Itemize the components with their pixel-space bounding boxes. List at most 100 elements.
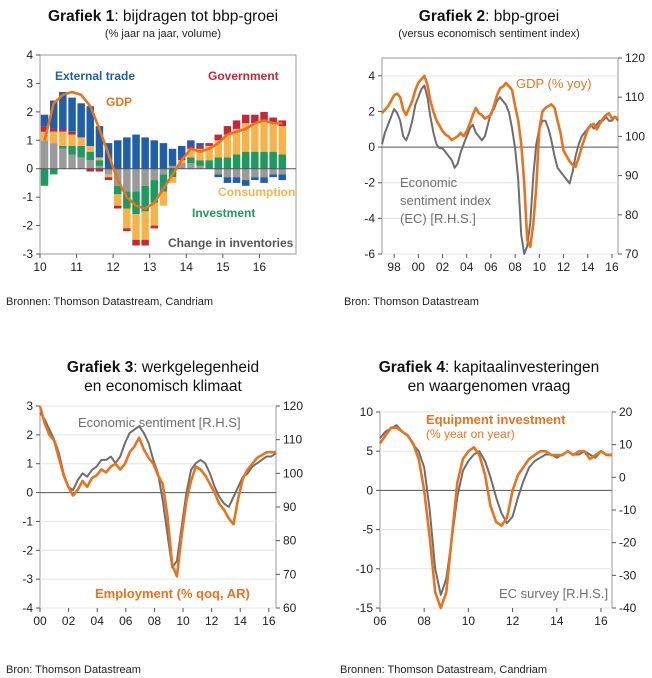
bar-inventories <box>40 140 49 169</box>
chart-4-x-tick-label: 06 <box>373 614 387 628</box>
annotation-change-in-inventories: Change in inventories <box>168 236 294 250</box>
bar-inventories <box>232 168 241 178</box>
bar-external-trade <box>114 140 122 169</box>
chart-3-x-tick-label: 16 <box>262 614 276 628</box>
bar-external-trade <box>132 134 140 169</box>
chart-4-y2-tick-label: 20 <box>619 405 633 419</box>
bar-government <box>95 168 104 172</box>
bar-consumption <box>77 137 85 146</box>
bar-government <box>50 128 58 132</box>
chart-1-x-tick-label: 16 <box>253 260 267 274</box>
bar-external-trade <box>50 100 58 129</box>
chart-2-y2-tick-label: 80 <box>625 208 639 222</box>
chart-2-x-tick-label: 04 <box>460 260 474 274</box>
chart-3-y-tick-label: 3 <box>26 399 33 413</box>
bar-external-trade <box>214 174 222 178</box>
bar-inventories <box>269 168 277 175</box>
bar-consumption <box>168 177 177 183</box>
bar-investment <box>141 185 149 212</box>
annotation-sentiment-index: Economic sentiment index (EC) [R.H.S.] <box>400 175 492 226</box>
chart-4-y-tick-label: 10 <box>360 405 374 419</box>
chart-2-x-tick-label: 16 <box>605 260 619 274</box>
bar-inventories <box>159 168 168 175</box>
chart-4-x-tick-label: 12 <box>506 614 520 628</box>
bar-inventories <box>68 154 76 169</box>
bar-external-trade <box>223 177 232 183</box>
bar-investment <box>260 151 268 169</box>
chart-1-y-tick-label: -3 <box>22 247 33 261</box>
bar-consumption <box>59 131 67 146</box>
bar-investment <box>59 146 67 149</box>
bar-government <box>269 117 277 124</box>
bar-inventories <box>242 168 250 181</box>
bar-inventories <box>178 163 186 169</box>
chart-2-y-tick-label: -6 <box>364 247 375 261</box>
bar-government <box>205 143 213 146</box>
chart-3-y2-tick-label: 90 <box>283 500 297 514</box>
bar-government <box>40 126 49 132</box>
bar-external-trade <box>232 177 241 183</box>
bar-consumption <box>123 208 131 229</box>
line-employment <box>38 405 276 578</box>
chart-1-x-tick-label: 15 <box>216 260 230 274</box>
chart-3-y2-tick-label: 100 <box>283 466 303 480</box>
chart-3-title: Grafiek 3: werkgelegenheid <box>0 359 326 376</box>
bar-consumption <box>260 120 268 152</box>
chart-3-title-rest: : werkgelegenheid <box>133 359 260 376</box>
bar-external-trade <box>86 106 94 146</box>
bar-government <box>242 114 250 124</box>
chart-2-y2-tick-label: 120 <box>625 51 645 65</box>
bar-investment <box>214 157 222 169</box>
bar-investment <box>251 151 259 169</box>
bar-consumption <box>95 157 104 161</box>
bar-inventories <box>214 168 222 175</box>
bar-external-trade <box>269 174 277 178</box>
chart-3-x-tick-label: 02 <box>62 614 76 628</box>
chart-1-x-tick-label: 10 <box>33 260 47 274</box>
annotation-gdp: GDP <box>106 95 132 109</box>
chart-2-y2-tick-label: 110 <box>625 90 644 104</box>
bar-consumption <box>251 123 259 152</box>
chart-4-y-tick-label: -5 <box>362 523 373 537</box>
bar-inventories <box>141 168 149 186</box>
annotation-external-trade: External trade <box>55 69 135 83</box>
bar-consumption <box>150 202 158 226</box>
chart-2-y-tick-label: 4 <box>368 69 375 83</box>
chart-2-x-tick-label: 08 <box>508 260 522 274</box>
bar-investment <box>132 191 140 215</box>
chart-2-y-tick-label: -2 <box>364 176 375 190</box>
bar-government <box>68 131 76 135</box>
chart-1-title-rest: : bijdragen tot bbp-groei <box>114 8 279 25</box>
line-gdp <box>43 90 283 210</box>
bar-external-trade <box>178 146 186 158</box>
bar-investment <box>223 157 232 169</box>
bar-consumption <box>232 128 241 155</box>
chart-1-y-tick-label: -1 <box>22 190 33 204</box>
line-gdp-yoy <box>381 74 619 249</box>
bar-investment <box>77 146 85 158</box>
chart-1-x-tick-label: 14 <box>180 260 194 274</box>
chart-4-y-tick-label: -15 <box>356 601 374 615</box>
chart-4-title-rest: : kapitaalinvesteringen <box>445 359 600 376</box>
chart-1-source: Bronnen: Thomson Datastream, Candriam <box>6 296 214 308</box>
chart-3-y-tick-label: 0 <box>26 486 33 500</box>
chart-3-y-tick-label: -4 <box>22 601 33 615</box>
chart-1-y-tick-label: 3 <box>26 76 33 90</box>
chart-1-title: Grafiek 1: bijdragen tot bbp-groei <box>0 8 326 25</box>
bar-government <box>260 111 268 121</box>
bar-inventories <box>59 148 67 169</box>
bar-government <box>141 239 149 246</box>
chart-2-x-tick-label: 10 <box>533 260 547 274</box>
bar-government <box>232 120 241 129</box>
bar-investment <box>187 157 195 163</box>
bar-investment <box>150 180 158 203</box>
chart-1-title-bold: Grafiek 1 <box>47 8 115 25</box>
chart-3-y-tick-label: -1 <box>22 514 33 528</box>
bar-government <box>132 239 140 246</box>
chart-2-y2-tick-label: 70 <box>625 247 639 261</box>
annotation-equipment-investment: Equipment investment <box>426 412 566 427</box>
bar-consumption <box>187 148 195 158</box>
chart-4-title: Grafiek 4: kapitaalinvesteringen <box>326 359 652 376</box>
chart-1-subtitle: (% jaar na jaar, volume) <box>104 28 222 40</box>
